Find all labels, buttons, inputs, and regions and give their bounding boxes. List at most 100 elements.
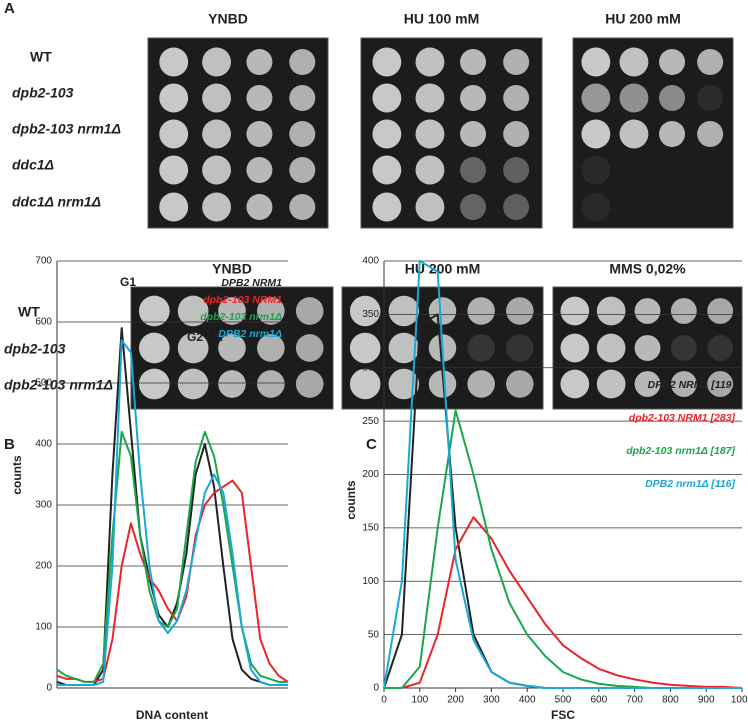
colony-spot <box>159 155 189 185</box>
y-tick-label: 300 <box>35 500 52 511</box>
colony-spot <box>503 121 530 147</box>
colony-spot <box>295 370 324 398</box>
colony-spot <box>596 296 626 326</box>
x-axis-label: FSC <box>551 708 575 721</box>
colony-spot <box>138 295 170 327</box>
colony-spot <box>634 371 661 397</box>
colony-spot <box>218 334 246 362</box>
x-tick-label: 900 <box>698 695 715 706</box>
colony-spot <box>349 368 381 400</box>
colony-spot <box>388 368 420 400</box>
strain-label: dpb2-103 nrm1Δ <box>12 121 121 137</box>
colony-spot <box>246 194 273 220</box>
colony-spot <box>138 332 170 364</box>
colony-spot <box>372 47 402 77</box>
y-tick-label: 250 <box>362 416 379 427</box>
x-tick-label: 1000 <box>731 695 748 706</box>
colony-spot <box>415 47 445 77</box>
colony-spot <box>659 49 686 75</box>
colony-spot <box>460 85 487 111</box>
colony-spot <box>560 296 590 326</box>
colony-spot <box>246 85 273 111</box>
strain-label: dpb2-103 <box>4 341 66 357</box>
y-tick-label: 100 <box>362 576 379 587</box>
colony-spot <box>202 119 232 149</box>
colony-spot <box>467 297 495 325</box>
legend-entry: dpb2-103 NRM1 [283] <box>629 412 736 424</box>
y-tick-label: 50 <box>368 629 380 640</box>
colony-spot <box>218 297 246 325</box>
colony-spot <box>415 119 445 149</box>
colony-spot <box>159 119 189 149</box>
colony-spot <box>503 85 530 111</box>
colony-spot <box>295 297 324 325</box>
colony-spot <box>503 194 530 220</box>
y-axis-label: counts <box>10 455 24 495</box>
colony-spot <box>349 295 381 327</box>
series-line <box>383 260 742 689</box>
x-tick-label: 300 <box>483 695 500 706</box>
colony-spot <box>670 298 697 324</box>
colony-spot <box>372 192 402 222</box>
colony-spot <box>581 119 611 149</box>
colony-spot <box>460 157 487 183</box>
condition-label: YNBD <box>212 261 252 277</box>
strain-label: ddc1Δ nrm1Δ <box>12 194 101 210</box>
colony-spot <box>596 333 626 363</box>
y-tick-label: 400 <box>35 439 52 450</box>
colony-spot <box>697 49 724 75</box>
x-tick-label: 800 <box>662 695 679 706</box>
y-tick-label: 150 <box>362 523 379 534</box>
y-axis-label: counts <box>344 480 358 520</box>
strain-label: ddc1Δ <box>12 157 54 173</box>
colony-spot <box>295 334 324 362</box>
colony-spot <box>159 192 189 222</box>
colony-spot <box>634 298 661 324</box>
legend-entry: dpb2-103 NRM1 <box>203 294 282 306</box>
colony-spot <box>388 295 420 327</box>
y-tick-label: 200 <box>362 469 379 480</box>
colony-spot <box>581 155 611 185</box>
colony-spot <box>634 335 661 361</box>
colony-spot <box>467 334 495 362</box>
colony-spot <box>372 155 402 185</box>
colony-spot <box>177 295 209 327</box>
colony-spot <box>349 332 381 364</box>
colony-spot <box>415 155 445 185</box>
y-tick-label: 500 <box>35 378 52 389</box>
colony-spot <box>707 335 734 361</box>
legend-entry: DPB2 nrm1Δ <box>218 328 282 340</box>
colony-spot <box>506 370 534 398</box>
colony-spot <box>246 121 273 147</box>
colony-spot <box>428 370 457 398</box>
colony-spot <box>202 192 232 222</box>
panel-label: C <box>366 436 377 453</box>
colony-spot <box>697 85 724 111</box>
colony-spot <box>202 83 232 113</box>
colony-spot <box>388 332 420 364</box>
x-tick-label: 100 <box>411 695 428 706</box>
colony-spot <box>257 334 285 362</box>
x-tick-label: 600 <box>590 695 607 706</box>
colony-spot <box>697 121 724 147</box>
condition-label: HU 200 mM <box>605 11 680 27</box>
colony-spot <box>177 332 209 364</box>
series-line <box>57 339 288 686</box>
colony-spot <box>257 370 285 398</box>
y-tick-label: 0 <box>46 683 52 694</box>
panel-label: B <box>4 436 15 453</box>
condition-label: HU 200 mM <box>405 261 480 277</box>
colony-spot <box>159 47 189 77</box>
colony-spot <box>289 157 316 183</box>
series-line <box>56 479 289 683</box>
colony-spot <box>460 49 487 75</box>
x-tick-label: 500 <box>555 695 572 706</box>
series-line <box>56 430 288 683</box>
colony-spot <box>560 369 590 399</box>
strain-label: WT <box>30 49 52 65</box>
colony-spot <box>659 121 686 147</box>
y-tick-label: 0 <box>373 683 379 694</box>
colony-spot <box>202 155 232 185</box>
colony-spot <box>159 83 189 113</box>
colony-spot <box>460 194 487 220</box>
